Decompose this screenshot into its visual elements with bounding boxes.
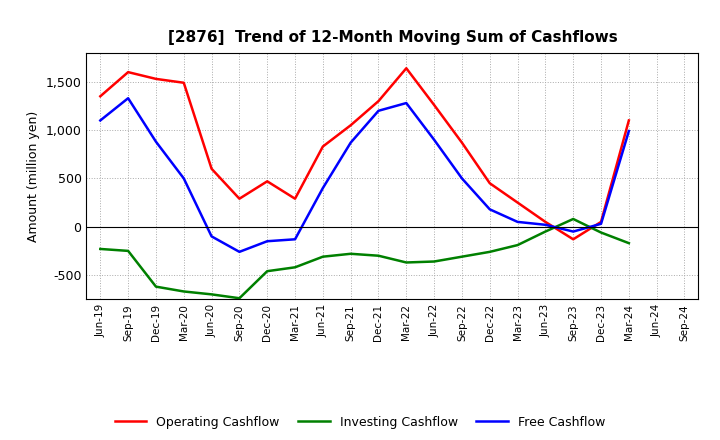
Operating Cashflow bbox=[152, 76, 161, 81]
Free Cashflow bbox=[374, 108, 383, 114]
Free Cashflow bbox=[179, 176, 188, 181]
Operating Cashflow bbox=[402, 66, 410, 71]
Free Cashflow bbox=[513, 219, 522, 224]
Free Cashflow bbox=[124, 95, 132, 101]
Investing Cashflow bbox=[458, 254, 467, 259]
Free Cashflow bbox=[96, 118, 104, 123]
Operating Cashflow bbox=[179, 80, 188, 85]
Investing Cashflow bbox=[374, 253, 383, 258]
Line: Operating Cashflow: Operating Cashflow bbox=[100, 68, 629, 239]
Line: Free Cashflow: Free Cashflow bbox=[100, 98, 629, 252]
Investing Cashflow bbox=[430, 259, 438, 264]
Operating Cashflow bbox=[318, 144, 327, 149]
Free Cashflow bbox=[235, 249, 243, 254]
Operating Cashflow bbox=[485, 180, 494, 186]
Operating Cashflow bbox=[541, 219, 550, 224]
Investing Cashflow bbox=[485, 249, 494, 254]
Operating Cashflow bbox=[263, 179, 271, 184]
Line: Investing Cashflow: Investing Cashflow bbox=[100, 219, 629, 298]
Investing Cashflow bbox=[624, 241, 633, 246]
Investing Cashflow bbox=[541, 229, 550, 234]
Operating Cashflow bbox=[624, 118, 633, 123]
Operating Cashflow bbox=[346, 123, 355, 128]
Free Cashflow bbox=[485, 207, 494, 212]
Free Cashflow bbox=[291, 237, 300, 242]
Operating Cashflow bbox=[513, 200, 522, 205]
Operating Cashflow bbox=[96, 94, 104, 99]
Legend: Operating Cashflow, Investing Cashflow, Free Cashflow: Operating Cashflow, Investing Cashflow, … bbox=[110, 411, 610, 434]
Free Cashflow bbox=[569, 229, 577, 234]
Free Cashflow bbox=[541, 222, 550, 227]
Investing Cashflow bbox=[152, 284, 161, 289]
Investing Cashflow bbox=[513, 242, 522, 248]
Investing Cashflow bbox=[291, 265, 300, 270]
Free Cashflow bbox=[346, 140, 355, 145]
Free Cashflow bbox=[597, 221, 606, 227]
Free Cashflow bbox=[318, 185, 327, 191]
Investing Cashflow bbox=[597, 230, 606, 235]
Free Cashflow bbox=[152, 139, 161, 144]
Investing Cashflow bbox=[124, 248, 132, 253]
Operating Cashflow bbox=[374, 99, 383, 104]
Free Cashflow bbox=[263, 238, 271, 244]
Investing Cashflow bbox=[96, 246, 104, 252]
Free Cashflow bbox=[207, 234, 216, 239]
Investing Cashflow bbox=[207, 292, 216, 297]
Title: [2876]  Trend of 12-Month Moving Sum of Cashflows: [2876] Trend of 12-Month Moving Sum of C… bbox=[168, 29, 617, 45]
Free Cashflow bbox=[402, 100, 410, 106]
Free Cashflow bbox=[624, 128, 633, 134]
Operating Cashflow bbox=[124, 70, 132, 75]
Investing Cashflow bbox=[318, 254, 327, 259]
Free Cashflow bbox=[430, 137, 438, 143]
Investing Cashflow bbox=[402, 260, 410, 265]
Operating Cashflow bbox=[430, 103, 438, 108]
Investing Cashflow bbox=[235, 296, 243, 301]
Y-axis label: Amount (million yen): Amount (million yen) bbox=[27, 110, 40, 242]
Investing Cashflow bbox=[263, 268, 271, 274]
Operating Cashflow bbox=[235, 196, 243, 202]
Operating Cashflow bbox=[291, 196, 300, 202]
Investing Cashflow bbox=[179, 289, 188, 294]
Investing Cashflow bbox=[346, 251, 355, 257]
Free Cashflow bbox=[458, 176, 467, 181]
Operating Cashflow bbox=[597, 219, 606, 224]
Investing Cashflow bbox=[569, 216, 577, 222]
Operating Cashflow bbox=[458, 140, 467, 145]
Operating Cashflow bbox=[207, 166, 216, 172]
Operating Cashflow bbox=[569, 237, 577, 242]
